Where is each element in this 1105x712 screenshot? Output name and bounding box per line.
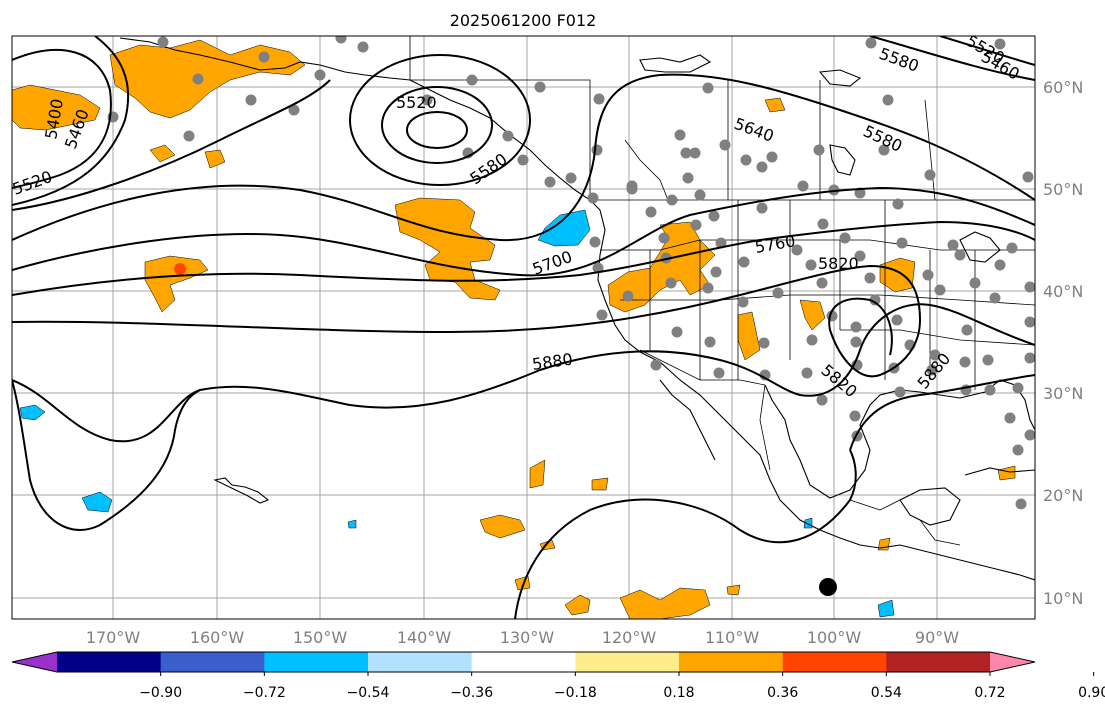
positive-anomaly-shading [12, 39, 1016, 619]
lon-label: 90°W [915, 628, 959, 647]
colorbar-tick-label: −0.90 [139, 685, 182, 701]
lat-label: 30°N [1043, 384, 1083, 403]
colorbar-tick-label: 0.72 [974, 685, 1005, 701]
colorbar-tick-label: 0.36 [767, 685, 798, 701]
height-contours [12, 36, 1035, 619]
colorbar-box [679, 652, 784, 672]
colorbar-box [782, 652, 887, 672]
colorbar-extend-low [12, 652, 57, 672]
colorbar-tick-label: −0.54 [347, 685, 390, 701]
map-area: 5400 5460 5520 5520 5580 5580 5640 5580 … [12, 36, 1035, 619]
colorbar-extend-high [990, 652, 1035, 672]
lon-label: 150°W [293, 628, 348, 647]
colorbar-tick-label: −0.36 [450, 685, 493, 701]
map-frame [11, 35, 1036, 620]
colorbar-box [471, 652, 576, 672]
lon-label: 100°W [807, 628, 862, 647]
lon-label: 130°W [500, 628, 555, 647]
strong-anomaly-shading [174, 263, 186, 275]
colorbar-box [886, 652, 991, 672]
colorbar-box [368, 652, 473, 672]
negative-anomaly-shading [19, 209, 895, 618]
contour-label: 5820 [818, 254, 859, 273]
lat-label: 20°N [1043, 486, 1083, 505]
colorbar-tick-label: 0.18 [663, 685, 694, 701]
colorbar-tick-label: 0.54 [871, 685, 902, 701]
lon-label: 110°W [705, 628, 760, 647]
contour-label: 5880 [914, 349, 955, 392]
lon-label: 120°W [602, 628, 657, 647]
lon-label: 170°W [86, 628, 141, 647]
stations [107, 36, 1035, 510]
lat-label: 50°N [1043, 180, 1083, 199]
political-borders [409, 36, 1035, 546]
lat-label: 60°N [1043, 78, 1083, 97]
colorbar-box [160, 652, 265, 672]
colorbar-labels: −0.90 −0.72 −0.54 −0.36 −0.18 0.18 0.36 0.54 0.7… [139, 672, 1105, 701]
colorbar-tick-label: 0.90 [1078, 685, 1105, 701]
longitude-labels: 170°W 160°W 150°W 140°W 130°W 120°W 110°… [86, 628, 959, 647]
colorbar-tick-label: −0.72 [243, 685, 286, 701]
colorbar [11, 651, 1036, 673]
colorbar-outline [11, 651, 1036, 673]
contour-label: 5880 [531, 349, 574, 373]
lat-label: 10°N [1043, 589, 1083, 608]
lon-label: 140°W [397, 628, 452, 647]
latitude-labels: 60°N 50°N 40°N 30°N 20°N 10°N [1043, 78, 1083, 608]
lon-label: 160°W [190, 628, 245, 647]
map-title: 2025061200 F012 [450, 11, 597, 30]
colorbar-box [264, 652, 369, 672]
contour-label: 5520 [396, 93, 437, 112]
colorbar-box [57, 652, 162, 672]
marker-dot [819, 578, 837, 596]
contour-label: 5640 [732, 114, 777, 146]
lat-label: 40°N [1043, 282, 1083, 301]
colorbar-box [575, 652, 680, 672]
colorbar-tick-label: −0.18 [554, 685, 597, 701]
